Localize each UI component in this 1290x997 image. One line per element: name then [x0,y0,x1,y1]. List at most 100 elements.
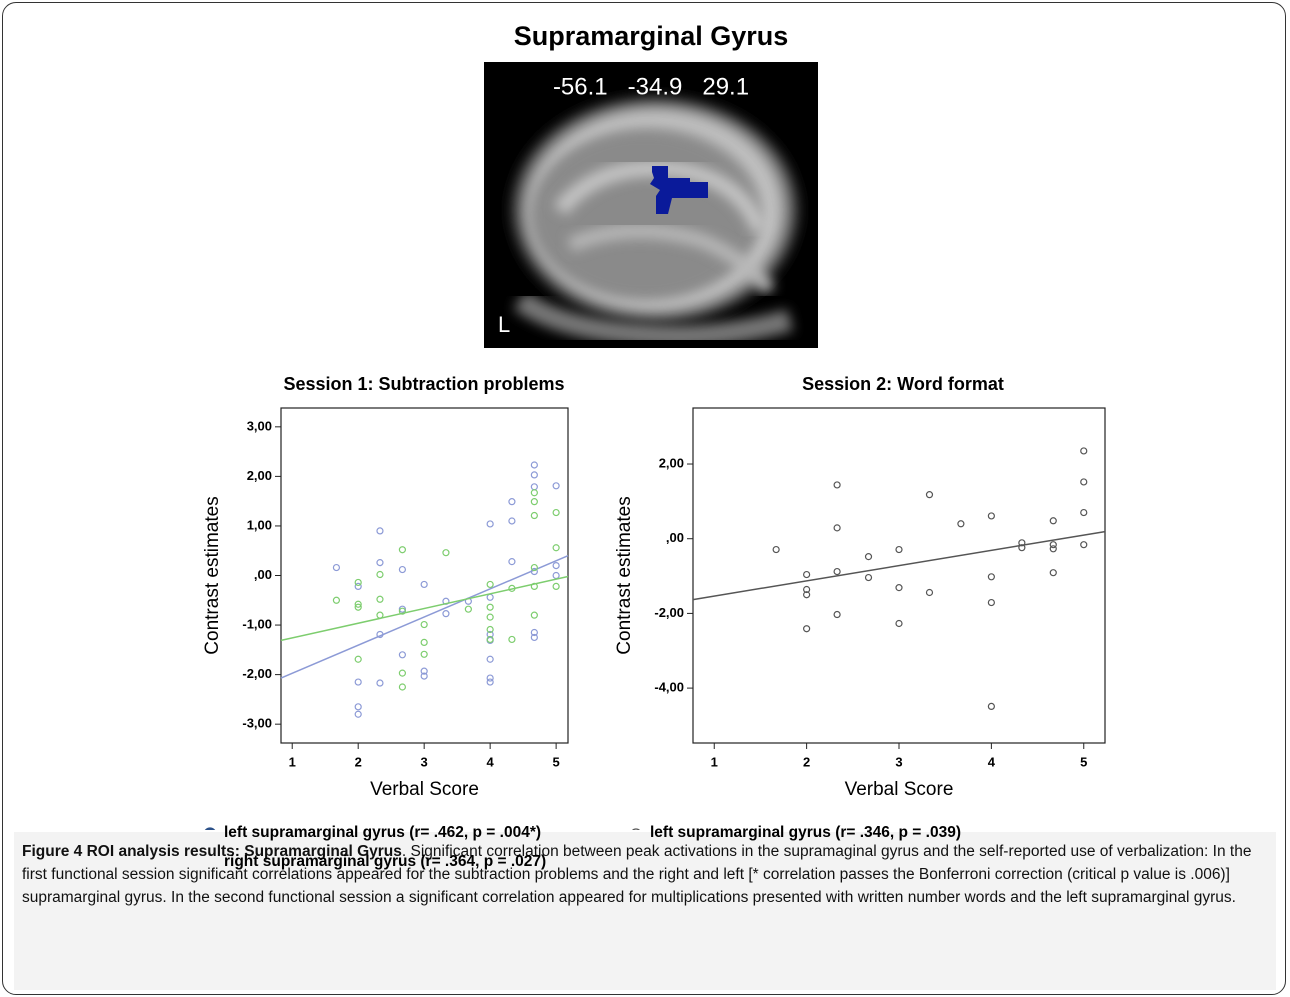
caption-text: . Significant correlation between peak a… [22,843,1252,906]
data-point [398,651,406,659]
y-tick-label: ,00 [666,530,684,545]
y-tick-label: -4,00 [654,680,684,695]
data-point [420,638,428,647]
data-point [552,571,560,580]
y-tick-label: -2,00 [654,605,684,620]
data-point [1080,508,1088,517]
data-point [376,570,384,579]
y-tick-label: 1,00 [247,517,272,532]
data-point [486,625,494,634]
data-point [354,678,362,686]
data-point [332,563,341,572]
data-point [833,610,841,619]
data-point [552,544,560,552]
legend-label: right supramarginal gyrus (r= .364, p = … [224,853,547,870]
data-point [398,683,406,691]
data-point [833,567,841,576]
chart-title: Session 1: Subtraction problems [283,374,564,394]
data-point [833,481,841,489]
data-point [530,511,538,520]
x-tick-label: 2 [355,754,362,769]
x-tick-label: 1 [711,754,718,769]
y-tick-label: 2,00 [659,455,684,470]
x-tick-label: 4 [988,754,996,769]
data-point [1049,569,1057,577]
plot-frame [280,407,569,744]
data-point [398,565,406,574]
trend-line [280,575,569,642]
data-point [530,489,538,497]
x-axis-label: Verbal Score [845,779,954,800]
data-point [376,559,384,567]
data-point [486,580,494,589]
y-tick-label: -1,00 [242,616,272,631]
data-point [530,633,538,642]
x-tick-label: 4 [487,754,495,769]
data-point [803,570,811,579]
data-point [987,598,995,607]
data-point [420,650,428,658]
figure-title: Supramarginal Gyrus [514,21,789,51]
data-point [354,710,362,718]
orientation-label: L [498,312,510,337]
data-point [895,619,903,628]
x-tick-label: 3 [895,754,902,769]
y-tick-label: -2,00 [242,666,272,681]
data-point [1080,478,1088,486]
plot-frame [692,407,1106,744]
data-point [530,563,538,572]
data-point [398,669,406,677]
data-point [530,582,538,591]
trend-line [692,530,1106,601]
data-point [420,672,428,680]
data-point [530,483,538,491]
data-point [552,582,560,591]
data-point [486,655,494,663]
legend-label: left supramarginal gyrus (r= .346, p = .… [650,824,961,841]
data-point [957,520,965,528]
data-point [376,595,384,603]
data-point [420,580,428,589]
data-point [420,667,428,675]
data-point [925,588,934,597]
data-point [398,607,406,615]
data-point [398,546,406,554]
data-point [803,625,811,633]
data-point [1080,541,1088,549]
data-point [508,498,516,506]
data-point [987,702,995,711]
data-point [486,613,494,621]
data-point [508,635,516,644]
data-point [464,605,472,613]
legend-marker [204,827,216,830]
data-point [864,573,873,582]
y-tick-label: 2,00 [247,468,272,483]
x-tick-label: 1 [289,754,296,769]
data-point [803,585,811,594]
data-point [486,635,494,644]
data-point [1049,517,1057,525]
brain-image: -56.1 -34.9 29.1 L [484,62,818,348]
data-point [420,620,428,629]
data-point [864,553,873,561]
data-point [833,524,841,532]
data-point [895,545,903,554]
data-point [530,471,538,479]
data-point [486,603,494,611]
data-point [486,674,494,682]
data-point [376,679,384,687]
legend-label: left supramarginal gyrus (r= .462, p = .… [224,824,542,841]
data-point [530,611,538,619]
x-tick-label: 2 [803,754,810,769]
data-point [1049,541,1057,549]
x-tick-label: 5 [553,754,560,769]
data-point [442,610,450,618]
y-tick-label: -3,00 [242,716,272,731]
data-point [552,561,560,570]
data-point [1080,447,1088,455]
legend-marker [632,828,640,830]
chart-title: Session 2: Word format [802,374,1004,394]
data-point [552,482,560,490]
data-point [376,630,384,639]
